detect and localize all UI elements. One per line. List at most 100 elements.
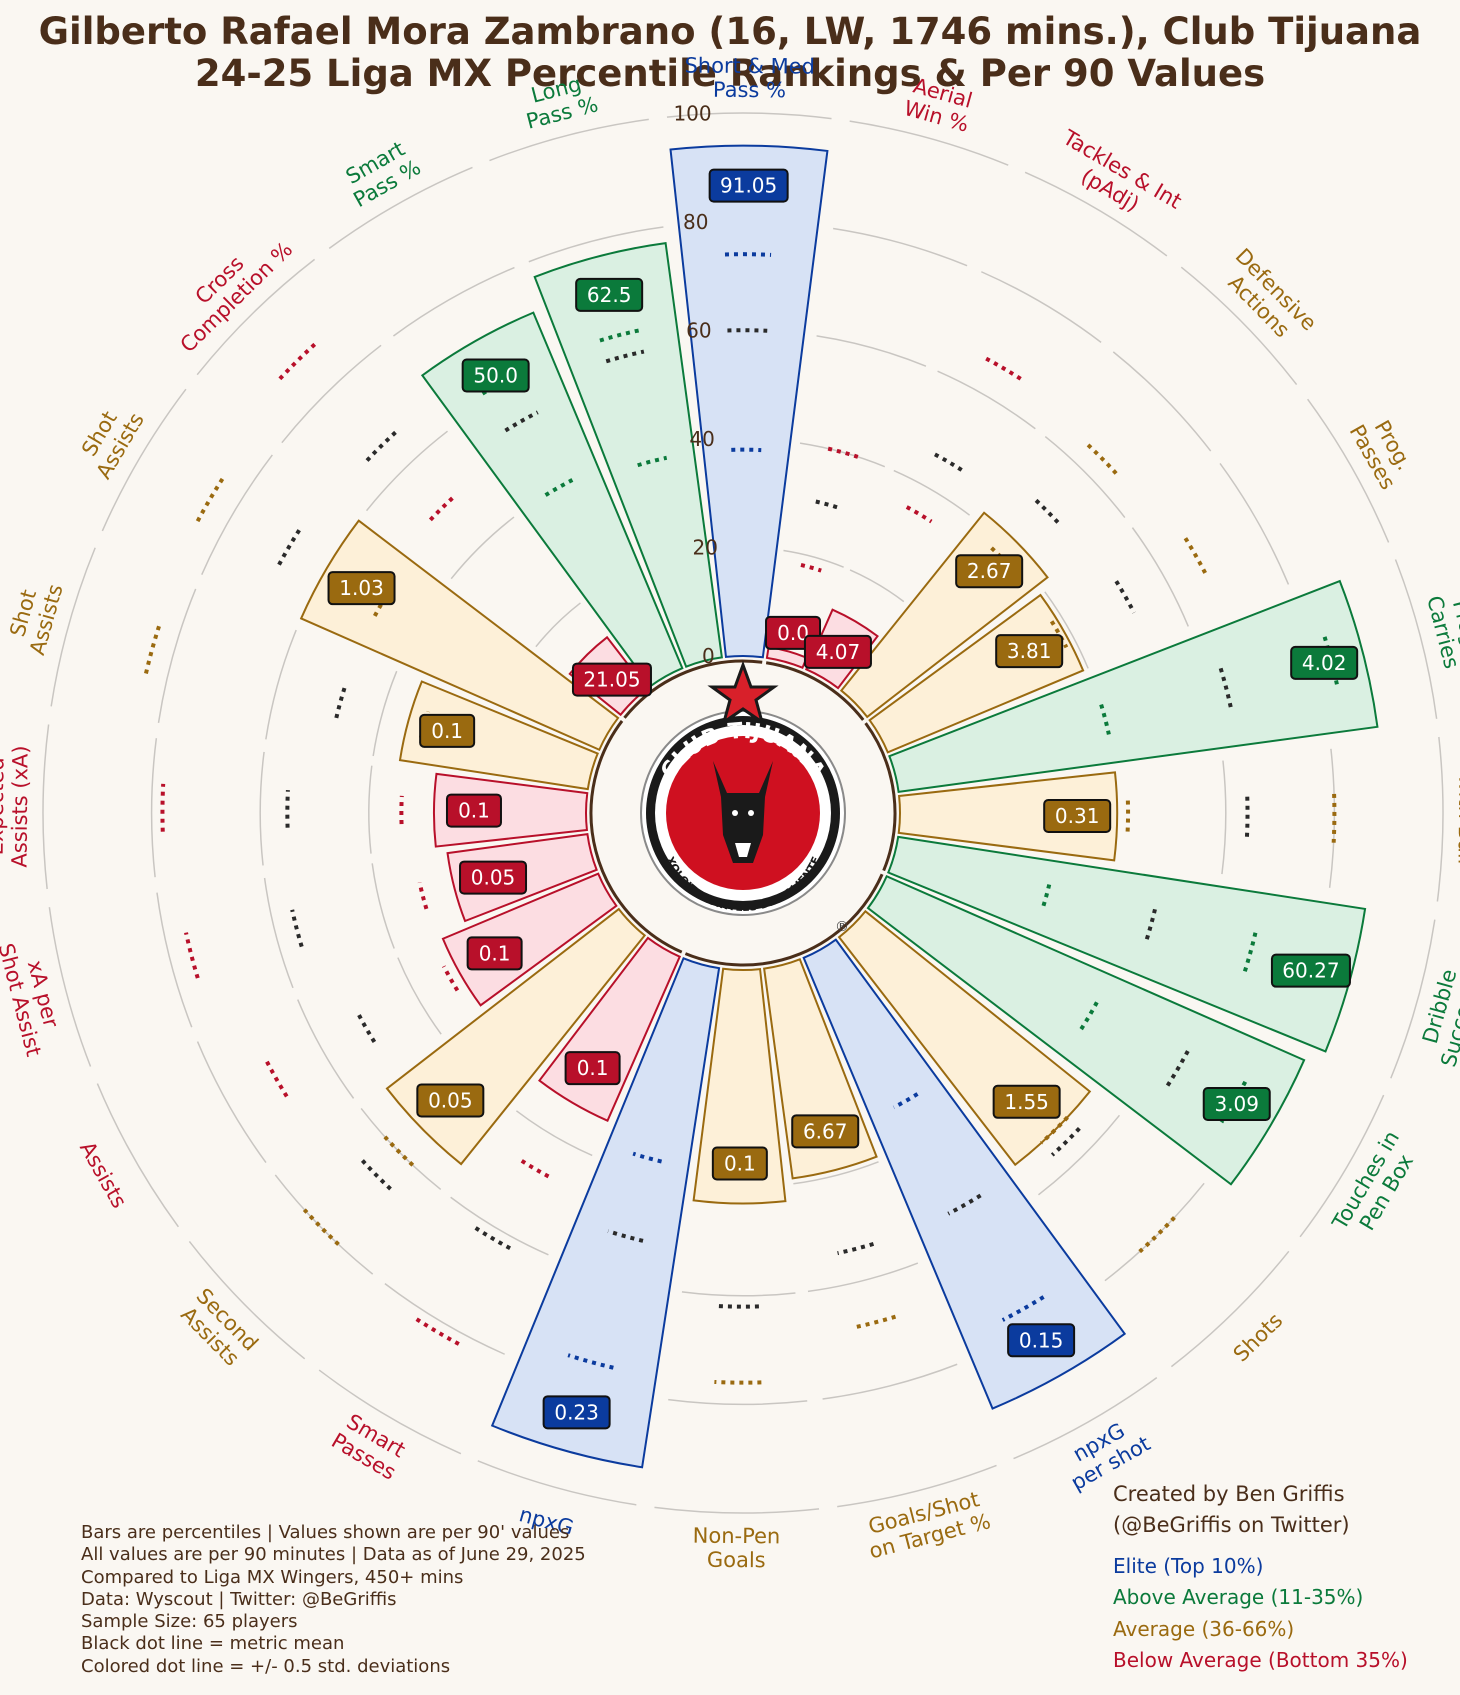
svg-text:3.81: 3.81 [1007, 639, 1052, 663]
metric-label: ExpectedAssists (xA) [0, 745, 33, 867]
grid-arc [157, 588, 197, 723]
grid-arc [654, 1506, 820, 1514]
svg-text:0.0: 0.0 [777, 621, 809, 645]
chart-notes: Bars are percentiles | Values shown are … [81, 1522, 586, 1678]
value-label: 60.27 [1270, 953, 1351, 988]
grid-arc [392, 266, 515, 337]
grid-arc [893, 469, 971, 516]
grid-arc [1104, 1182, 1205, 1282]
grid-arc [1394, 559, 1438, 719]
sd-dot-line [278, 340, 319, 381]
mean-dot-line [727, 328, 768, 333]
sd-dot-line [518, 1157, 550, 1179]
radial-tick-label: 20 [693, 536, 718, 560]
bar [420, 311, 684, 688]
grid-arc [668, 1398, 808, 1406]
mean-dot-line [718, 1304, 759, 1309]
mean-dot-line [1218, 667, 1233, 709]
grid-arc [371, 863, 395, 949]
grid-arc [477, 1460, 637, 1506]
metric-label: Touches inPen Box [1327, 1127, 1425, 1247]
sd-dot-line [827, 446, 859, 459]
club-tijuana-logo: CLUB TIJUANA XOLOITZCUINTLES DE CALIENTE… [640, 660, 849, 935]
svg-text:3.09: 3.09 [1214, 1092, 1259, 1116]
grid-arc [1044, 435, 1126, 518]
grid-arc [1390, 919, 1436, 1079]
note-line: Sample Size: 65 players [81, 1611, 298, 1633]
value-label: 0.31 [1043, 799, 1112, 834]
grid-arc [450, 516, 515, 580]
value-label: 2.67 [955, 554, 1024, 589]
value-label: 0.1 [711, 1146, 768, 1181]
grid-arc [42, 724, 50, 890]
svg-text:2.67: 2.67 [967, 559, 1012, 583]
grid-arc [981, 271, 1102, 343]
svg-text:91.05: 91.05 [720, 174, 777, 198]
value-label: 21.05 [571, 662, 652, 697]
mean-dot-line [365, 429, 399, 462]
value-label: 50.0 [461, 358, 530, 393]
metric-label: CrossCompletion % [159, 220, 297, 357]
sd-dot-line [1099, 703, 1111, 735]
sd-dot-line [632, 1151, 663, 1164]
sd-dot-line [1078, 1001, 1099, 1032]
value-label: 3.81 [995, 634, 1064, 669]
metric-label: AerialWin % [901, 73, 978, 137]
radial-tick-label: 40 [689, 427, 714, 451]
grid-arc [793, 1161, 879, 1185]
sd-dot-line [1039, 1115, 1069, 1145]
svg-text:0.1: 0.1 [431, 719, 463, 743]
bar [441, 872, 618, 1007]
mean-dot-line [277, 526, 303, 566]
mean-dot-line [1165, 1050, 1190, 1088]
grid-arc [1180, 266, 1298, 386]
grid-arc [1328, 748, 1336, 888]
sd-dot-line [637, 455, 668, 468]
credit-line: Created by Ben Griffis [1113, 1482, 1345, 1506]
mean-dot-line [355, 1009, 377, 1044]
grid-arc [833, 227, 968, 267]
note-line: Data: Wyscout | Twitter: @BeGriffis [81, 1588, 397, 1610]
grid-arc [1038, 1114, 1121, 1196]
grid-arc [196, 1041, 267, 1164]
legend-item-below-average: Below Average (Bottom 35%) [1113, 1647, 1408, 1672]
mean-dot-line [1143, 908, 1157, 944]
svg-text:1.03: 1.03 [339, 576, 384, 600]
sd-dot-line [373, 585, 394, 617]
metric-label: Prog.Passes [1345, 409, 1421, 494]
grid-arc [450, 1196, 549, 1256]
grid-arc [201, 454, 273, 575]
grid-arc [368, 765, 373, 854]
svg-text:4.02: 4.02 [1302, 651, 1347, 675]
svg-text:0.1: 0.1 [724, 1151, 756, 1175]
note-line: All values are per 90 minutes | Data as … [81, 1544, 586, 1566]
radial-tick-label: 80 [683, 210, 708, 234]
svg-text:62.5: 62.5 [587, 283, 632, 307]
mean-dot-line [290, 909, 304, 948]
bar [669, 144, 829, 659]
grid-arc [101, 388, 187, 532]
grid-arc [397, 957, 442, 1035]
grid-arc [489, 118, 649, 162]
grid-arc [849, 569, 905, 603]
sd-dot-line [195, 476, 226, 523]
grid-arc [259, 751, 265, 866]
metric-label: DribbleSuccess % [1413, 950, 1460, 1070]
bar [886, 835, 1367, 1053]
mean-dot-line [837, 1241, 875, 1256]
svg-text:21.05: 21.05 [583, 668, 640, 692]
metric-label: SmartPass % [338, 134, 425, 212]
sd-dot-line [892, 1092, 919, 1110]
grid-arc [50, 547, 96, 707]
sd-dot-line [383, 1135, 415, 1167]
value-label: 4.07 [803, 634, 872, 669]
grid-arc [318, 1369, 462, 1455]
grid-arc [188, 1240, 306, 1360]
value-label: 0.15 [1007, 1323, 1076, 1358]
radial-tick-label: 60 [686, 318, 711, 342]
reference-dot-lines [144, 252, 1340, 1385]
note-line: Colored dot line = +/- 0.5 std. deviatio… [81, 1655, 451, 1677]
grid-arc [1013, 1377, 1158, 1460]
sd-dot-line [1049, 620, 1069, 649]
legend-item-above-average: Above Average (11-35%) [1113, 1585, 1364, 1610]
